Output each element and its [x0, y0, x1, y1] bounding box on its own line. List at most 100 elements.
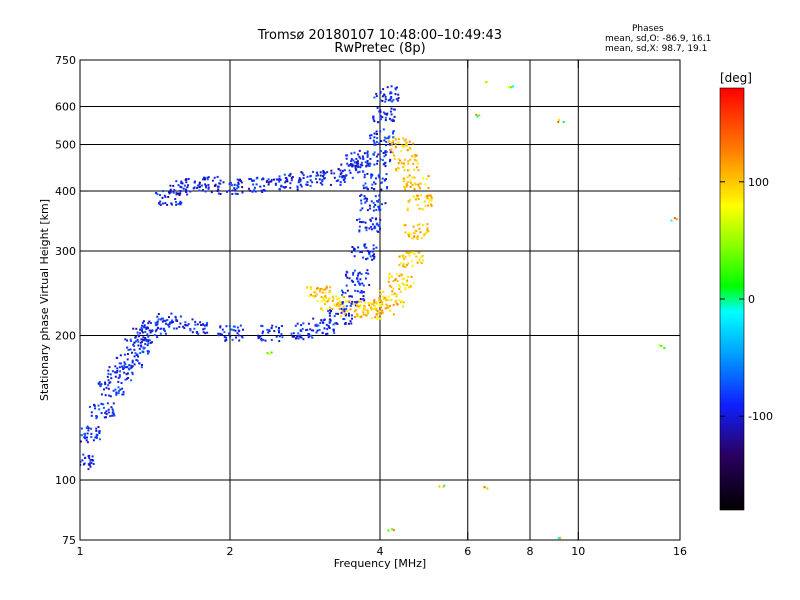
- echo-point: [142, 320, 145, 323]
- echo-point: [155, 192, 158, 194]
- echo-point: [298, 177, 301, 180]
- echo-point: [408, 232, 411, 235]
- echo-point: [365, 258, 367, 261]
- echo-point: [430, 203, 433, 206]
- echo-point: [75, 458, 77, 460]
- echo-point: [325, 285, 328, 288]
- echo-point: [134, 352, 137, 355]
- echo-point: [96, 433, 99, 436]
- echo-point: [180, 180, 183, 183]
- echo-point: [418, 185, 421, 188]
- echo-point: [99, 384, 102, 387]
- echo-point: [384, 151, 387, 154]
- echo-point: [312, 329, 315, 332]
- echo-point: [390, 96, 393, 98]
- echo-point: [413, 231, 416, 234]
- echo-point: [89, 465, 92, 468]
- echo-point: [346, 162, 349, 165]
- echo-point: [438, 485, 441, 488]
- echo-point: [294, 324, 297, 327]
- echo-point: [127, 349, 130, 351]
- echo-point: [145, 326, 148, 329]
- echo-point: [361, 282, 364, 285]
- echo-point: [682, 175, 684, 177]
- echo-point: [425, 231, 428, 234]
- echo-point: [410, 260, 413, 262]
- echo-point: [315, 323, 318, 326]
- echo-point: [352, 159, 355, 162]
- echo-point: [360, 300, 363, 303]
- echo-point: [277, 329, 280, 332]
- echo-point: [419, 182, 422, 185]
- echo-point: [416, 224, 419, 227]
- echo-point: [218, 182, 221, 185]
- echo-point: [237, 183, 240, 186]
- echo-point: [364, 246, 367, 249]
- echo-point: [150, 322, 152, 324]
- echo-point: [390, 285, 393, 288]
- echo-point: [105, 410, 108, 413]
- echo-point: [338, 307, 341, 310]
- echo-point: [262, 177, 265, 180]
- echo-point: [179, 190, 182, 192]
- echo-point: [98, 381, 101, 384]
- echo-point: [270, 339, 273, 341]
- echo-point: [360, 290, 363, 292]
- echo-point: [379, 92, 382, 94]
- echo-point: [392, 98, 395, 101]
- echo-point: [219, 326, 222, 329]
- echo-point: [342, 318, 345, 321]
- echo-point: [397, 166, 400, 169]
- colorbar-tick-label: -100: [748, 410, 773, 423]
- echo-point: [341, 175, 344, 178]
- echo-point: [353, 151, 356, 154]
- echo-point: [389, 110, 392, 113]
- echo-point: [389, 151, 392, 154]
- echo-point: [321, 179, 324, 182]
- echo-point: [366, 187, 369, 190]
- echo-point: [196, 187, 199, 189]
- echo-point: [378, 300, 380, 303]
- echo-point: [379, 99, 382, 102]
- echo-point: [163, 194, 166, 197]
- echo-point: [360, 161, 363, 164]
- echo-point: [77, 459, 79, 461]
- echo-point: [271, 324, 274, 327]
- echo-point: [95, 427, 98, 430]
- echo-point: [232, 329, 235, 332]
- echo-point: [374, 195, 377, 198]
- echo-point: [344, 322, 347, 325]
- echo-point: [265, 180, 268, 183]
- echo-point: [341, 309, 344, 312]
- echo-point: [417, 251, 420, 254]
- echo-point: [133, 355, 136, 358]
- echo-point: [365, 246, 368, 249]
- echo-point: [381, 203, 383, 206]
- echo-point: [392, 303, 395, 306]
- echo-point: [329, 286, 332, 289]
- echo-point: [362, 295, 365, 298]
- echo-point: [362, 158, 365, 161]
- echo-point: [299, 334, 302, 337]
- echo-point: [375, 177, 377, 180]
- echo-point: [136, 338, 139, 341]
- echo-point: [362, 284, 365, 287]
- echo-point: [92, 439, 95, 442]
- echo-point: [316, 171, 319, 174]
- echo-point: [253, 186, 256, 189]
- echo-point: [426, 227, 429, 229]
- echo-point: [379, 317, 382, 320]
- echo-point: [147, 351, 150, 354]
- echo-point: [359, 221, 361, 223]
- echo-point: [86, 425, 89, 428]
- echo-point: [251, 179, 254, 182]
- echo-point: [557, 121, 560, 123]
- echo-point: [299, 179, 302, 182]
- echo-point: [405, 141, 408, 144]
- echo-point: [379, 303, 382, 306]
- echo-point: [172, 184, 175, 187]
- echo-point: [558, 538, 561, 540]
- echo-point: [379, 313, 382, 316]
- echo-point: [168, 192, 171, 195]
- echo-point: [386, 186, 389, 189]
